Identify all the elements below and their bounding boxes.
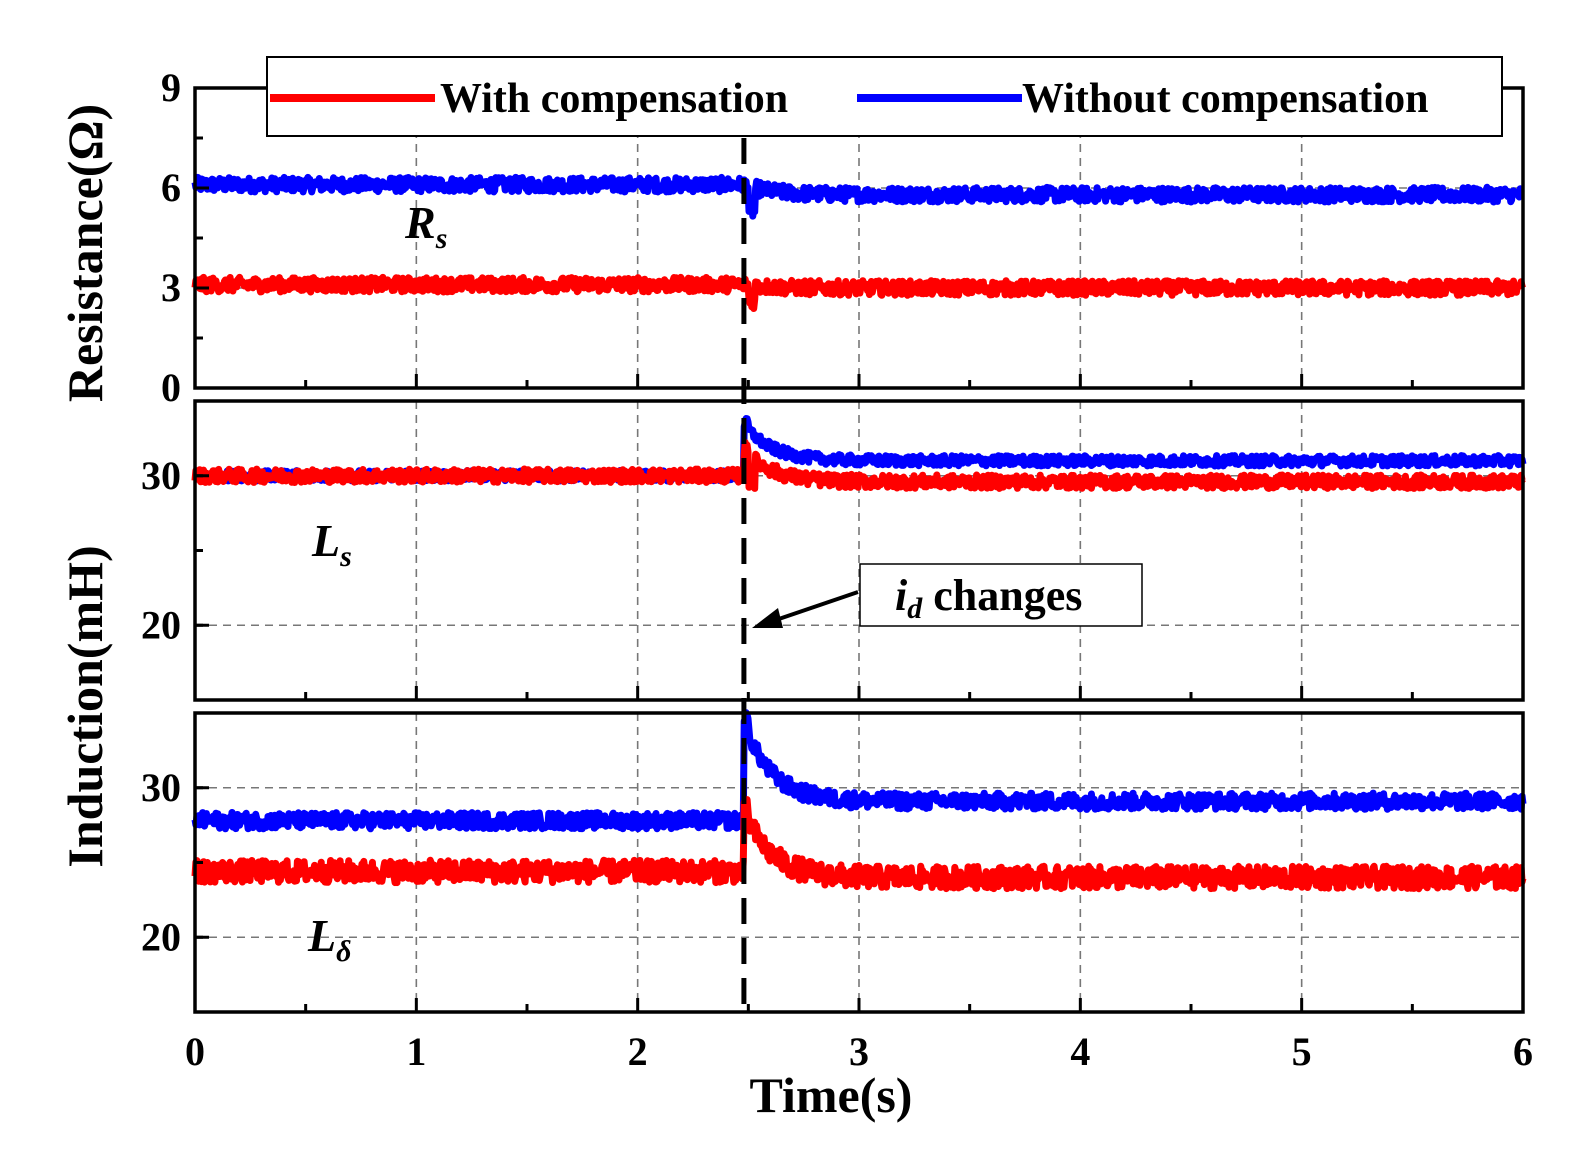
x-tick-label: 2 [628,1029,648,1074]
x-tick-label: 4 [1070,1029,1090,1074]
x-tick-label: 1 [406,1029,426,1074]
y-tick-label: 30 [141,453,181,498]
y-tick-label: 3 [161,265,181,310]
series-with-compensation [191,439,1526,492]
y-tick-label: 30 [141,765,181,810]
series-without-compensation [191,709,1527,833]
panel-ls: 20 30 Ls [141,399,1527,702]
panel-ld: 20 30 Lδ [141,709,1527,1014]
panel-label-rs: Rs [404,197,447,255]
x-tick-label: 0 [185,1029,205,1074]
legend-label-without: Without compensation [1022,76,1428,122]
x-tick-label: 6 [1513,1029,1533,1074]
legend-label-with: With compensation [440,76,788,122]
legend: With compensation Without compensation [266,56,1503,137]
panels: 0 3 6 9 Rs Resistance(Ω) 20 30 Ls 20 30 Lδ [57,65,1527,1014]
series-with-compensation [191,795,1527,893]
panel-label-ld: Lδ [307,910,351,968]
y-tick-label: 20 [141,914,181,959]
panel-rs: 0 3 6 9 Rs Resistance(Ω) [57,65,1527,410]
series-without-compensation [191,173,1526,220]
x-axis-title: Time(s) [750,1067,913,1123]
x-tick-label: 5 [1292,1029,1312,1074]
annotation-arrowhead [752,608,783,628]
series-with-compensation [191,273,1527,312]
y-tick-label: 6 [161,165,181,210]
annotation-text: id changes [895,571,1082,625]
annotation-arrow [769,590,859,624]
annotation: id changes [752,563,1143,628]
y-tick-label: 20 [141,602,181,647]
y-axis-title-induction: Induction(mH) [57,545,113,867]
y-tick-label: 0 [161,365,181,410]
annotation-box [859,563,1143,627]
panel-label-ls: Ls [311,515,352,573]
overlay: Induction(mH) 0 1 2 3 4 5 6 Time(s) id changes Wit… [57,56,1533,1123]
x-tick-label: 3 [849,1029,869,1074]
y-tick-label: 9 [161,65,181,110]
y-axis-title-rs: Resistance(Ω) [57,104,113,402]
